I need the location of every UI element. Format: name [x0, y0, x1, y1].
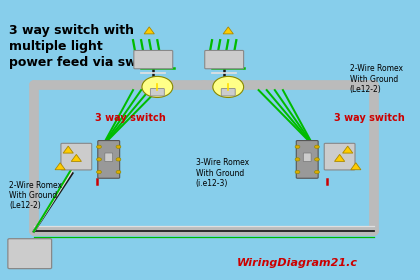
FancyBboxPatch shape	[221, 88, 235, 96]
FancyBboxPatch shape	[324, 143, 355, 170]
Text: 2-Wire Romex
With Ground
(Le12-2): 2-Wire Romex With Ground (Le12-2)	[350, 64, 403, 94]
Circle shape	[97, 170, 102, 174]
Circle shape	[116, 158, 121, 161]
FancyBboxPatch shape	[8, 239, 52, 269]
FancyBboxPatch shape	[105, 153, 113, 162]
Polygon shape	[63, 146, 74, 153]
Text: 3-Wire Romex
With Ground
(i.e12-3): 3-Wire Romex With Ground (i.e12-3)	[196, 158, 249, 188]
Circle shape	[315, 158, 319, 161]
Circle shape	[295, 145, 300, 148]
Text: 3 way switch with
multiple light
power feed via switch: 3 way switch with multiple light power f…	[10, 24, 163, 69]
FancyBboxPatch shape	[303, 153, 311, 162]
Text: Power
Source: Power Source	[13, 241, 45, 261]
Circle shape	[315, 145, 319, 148]
FancyBboxPatch shape	[150, 88, 164, 96]
Circle shape	[116, 170, 121, 174]
Circle shape	[116, 145, 121, 148]
Circle shape	[97, 145, 102, 148]
Polygon shape	[223, 27, 234, 34]
Circle shape	[295, 170, 300, 174]
Circle shape	[213, 76, 244, 97]
Text: 3 way switch: 3 way switch	[333, 113, 404, 123]
Polygon shape	[334, 154, 345, 161]
FancyBboxPatch shape	[61, 143, 92, 170]
Circle shape	[97, 158, 102, 161]
Polygon shape	[55, 163, 65, 170]
Polygon shape	[351, 163, 361, 170]
Text: 2-Wire Romex
With Ground
(Le12-2): 2-Wire Romex With Ground (Le12-2)	[10, 181, 63, 210]
Text: 3 way switch: 3 way switch	[94, 113, 165, 123]
FancyBboxPatch shape	[205, 50, 244, 69]
Circle shape	[295, 158, 300, 161]
Polygon shape	[71, 154, 81, 161]
Circle shape	[142, 76, 173, 97]
FancyBboxPatch shape	[98, 141, 120, 178]
Polygon shape	[144, 27, 154, 34]
FancyBboxPatch shape	[134, 50, 173, 69]
FancyBboxPatch shape	[296, 141, 318, 178]
Polygon shape	[343, 146, 353, 153]
Text: WiringDiagram21.c: WiringDiagram21.c	[236, 258, 357, 267]
Circle shape	[315, 170, 319, 174]
